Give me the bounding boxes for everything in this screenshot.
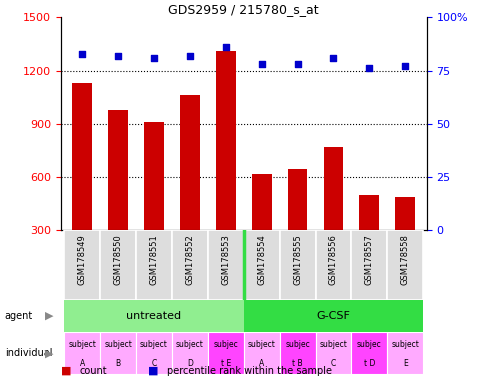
Bar — [144, 122, 164, 230]
Bar — [171, 230, 207, 300]
Bar — [387, 230, 423, 300]
Text: GSM178554: GSM178554 — [257, 234, 266, 285]
Text: untreated: untreated — [126, 311, 181, 321]
Text: GSM178553: GSM178553 — [221, 234, 230, 285]
Point — [221, 44, 229, 50]
Bar — [215, 51, 235, 230]
Text: GSM178557: GSM178557 — [364, 234, 373, 285]
Bar — [64, 300, 243, 332]
Text: GSM178550: GSM178550 — [113, 234, 122, 285]
Text: individual: individual — [5, 348, 52, 358]
Point — [401, 63, 408, 70]
Bar — [323, 147, 343, 230]
Bar — [64, 230, 100, 300]
Text: ■: ■ — [148, 366, 158, 376]
Text: ■: ■ — [60, 366, 71, 376]
Text: ▶: ▶ — [45, 348, 54, 358]
Bar — [207, 230, 243, 300]
Bar — [243, 230, 279, 300]
Bar — [279, 230, 315, 300]
Text: ▶: ▶ — [45, 311, 54, 321]
Point — [365, 65, 373, 71]
Text: t E: t E — [220, 359, 230, 368]
Text: C: C — [151, 359, 156, 368]
Text: A: A — [79, 359, 85, 368]
Bar — [387, 332, 423, 374]
Bar — [351, 332, 387, 374]
Bar — [136, 332, 171, 374]
Bar — [359, 195, 378, 230]
Bar — [72, 83, 92, 230]
Point — [185, 53, 193, 59]
Bar — [171, 332, 207, 374]
Title: GDS2959 / 215780_s_at: GDS2959 / 215780_s_at — [168, 3, 318, 16]
Bar — [207, 332, 243, 374]
Bar — [315, 332, 351, 374]
Point — [257, 61, 265, 67]
Bar — [100, 230, 136, 300]
Bar — [108, 110, 128, 230]
Text: subject: subject — [391, 340, 418, 349]
Text: GSM178549: GSM178549 — [77, 234, 87, 285]
Text: GSM178556: GSM178556 — [328, 234, 337, 285]
Text: subject: subject — [140, 340, 167, 349]
Text: subject: subject — [68, 340, 96, 349]
Text: subject: subject — [247, 340, 275, 349]
Bar — [180, 96, 199, 230]
Text: subject: subject — [319, 340, 347, 349]
Point — [78, 50, 86, 56]
Text: count: count — [79, 366, 106, 376]
Text: subjec: subjec — [285, 340, 309, 349]
Bar — [64, 332, 100, 374]
Point — [150, 55, 157, 61]
Text: t B: t B — [292, 359, 302, 368]
Bar — [394, 197, 414, 230]
Text: percentile rank within the sample: percentile rank within the sample — [167, 366, 332, 376]
Point — [329, 55, 337, 61]
Text: t D: t D — [363, 359, 374, 368]
Text: subjec: subjec — [213, 340, 238, 349]
Text: C: C — [330, 359, 335, 368]
Bar — [243, 300, 423, 332]
Point — [114, 53, 121, 59]
Text: E: E — [402, 359, 407, 368]
Bar — [351, 230, 387, 300]
Text: B: B — [115, 359, 121, 368]
Text: A: A — [258, 359, 264, 368]
Text: G-CSF: G-CSF — [316, 311, 349, 321]
Bar — [315, 230, 351, 300]
Bar — [136, 230, 171, 300]
Bar — [287, 169, 307, 230]
Text: subject: subject — [104, 340, 132, 349]
Text: GSM178552: GSM178552 — [185, 234, 194, 285]
Text: subject: subject — [176, 340, 203, 349]
Text: subjec: subjec — [356, 340, 381, 349]
Bar — [100, 332, 136, 374]
Bar — [243, 332, 279, 374]
Point — [293, 61, 301, 67]
Text: agent: agent — [5, 311, 33, 321]
Text: GSM178558: GSM178558 — [400, 234, 409, 285]
Bar — [279, 332, 315, 374]
Text: D: D — [186, 359, 193, 368]
Bar — [251, 174, 271, 230]
Text: GSM178551: GSM178551 — [149, 234, 158, 285]
Text: GSM178555: GSM178555 — [292, 234, 302, 285]
